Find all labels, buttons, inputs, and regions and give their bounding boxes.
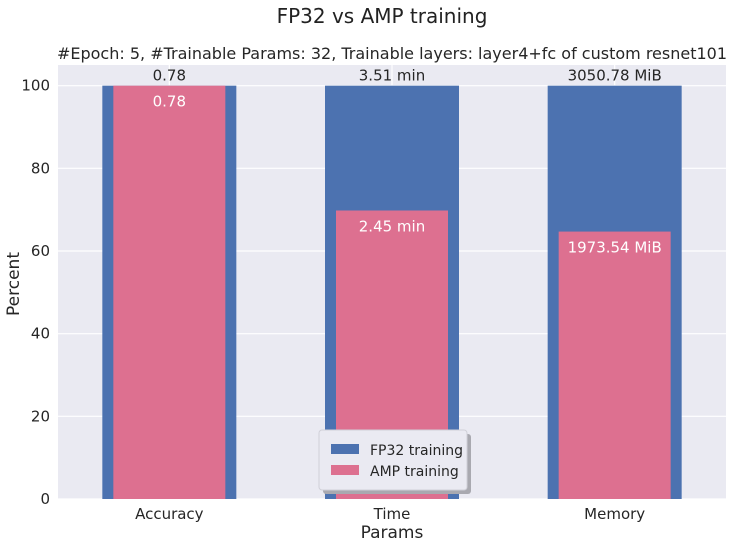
data-label-amp: 0.78: [153, 93, 186, 111]
x-axis-label: Params: [361, 523, 424, 543]
y-tick-label: 40: [31, 325, 50, 343]
data-label-amp: 2.45 min: [359, 217, 425, 235]
legend-box: [318, 429, 468, 491]
legend-swatch-amp: [331, 465, 359, 475]
legend-label-fp32: FP32 training: [370, 443, 463, 459]
y-tick-labels: 0 20 40 60 80 100: [21, 77, 50, 508]
data-label-fp32: 0.78: [153, 67, 186, 85]
bar-amp-accuracy: [113, 85, 226, 500]
chart-suptitle: FP32 vs AMP training: [277, 4, 488, 28]
y-tick-label: 80: [31, 159, 50, 177]
legend-label-amp: AMP training: [370, 464, 459, 480]
legend-swatch-fp32: [331, 444, 359, 454]
bars: [102, 85, 682, 500]
data-label-fp32: 3.51 min: [359, 67, 425, 85]
y-tick-label: 100: [21, 77, 50, 95]
y-axis-label: Percent: [4, 252, 24, 316]
x-tick-label: Accuracy: [135, 505, 204, 523]
bar-labels: 0.78 3.51 min 3050.78 MiB 0.78 2.45 min 1973.…: [153, 67, 662, 257]
x-tick-label: Time: [373, 505, 411, 523]
bar-amp-memory: [558, 231, 671, 499]
legend: FP32 training AMP training: [318, 429, 471, 494]
data-label-fp32: 3050.78 MiB: [568, 67, 662, 85]
x-tick-label: Memory: [584, 505, 645, 523]
data-label-amp: 1973.54 MiB: [568, 239, 662, 257]
x-tick-labels: Accuracy Time Memory: [135, 505, 645, 523]
y-tick-label: 60: [31, 242, 50, 260]
y-tick-label: 0: [40, 490, 50, 508]
chart-title: #Epoch: 5, #Trainable Params: 32, Traina…: [57, 44, 727, 63]
y-tick-label: 20: [31, 407, 50, 425]
